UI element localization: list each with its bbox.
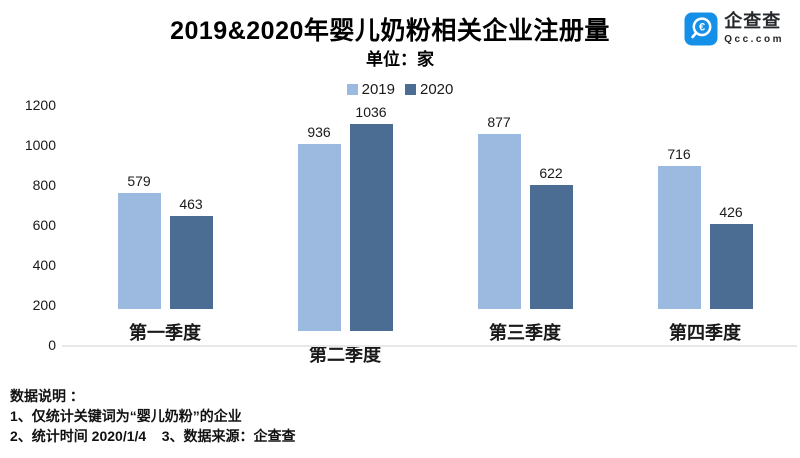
bar-value-label: 877 — [487, 113, 511, 130]
qcc-magnifier-icon: € — [684, 12, 718, 51]
legend-item-2020: 2020 — [405, 81, 453, 98]
bar-2019 — [477, 133, 521, 309]
bar-2020 — [709, 223, 753, 309]
x-category-label: 第三季度 — [489, 323, 561, 343]
bar-group: 877 622 第三季度 — [435, 105, 615, 345]
bar-2020 — [529, 184, 573, 309]
y-axis: 0 200 400 600 800 1000 1200 — [0, 98, 56, 352]
bar-group: 579 463 第一季度 — [75, 105, 255, 345]
bar-value-label: 463 — [179, 196, 203, 213]
bar-2019 — [117, 193, 161, 309]
bar-column-2019: 579 — [117, 105, 161, 309]
legend: 2019 2020 — [0, 81, 800, 98]
bar-column-2019: 877 — [477, 105, 521, 309]
bar-2020 — [349, 124, 393, 332]
y-tick-label: 400 — [32, 257, 56, 273]
qcc-brand-name: 企查查 — [724, 11, 782, 31]
y-tick-label: 200 — [32, 297, 56, 313]
bar-column-2019: 716 — [657, 105, 701, 309]
bar-column-2019: 936 — [297, 105, 341, 332]
x-category-label: 第一季度 — [129, 323, 201, 343]
y-tick-label: 1000 — [24, 137, 56, 153]
bar-value-label: 1036 — [355, 104, 387, 120]
x-category-label: 第二季度 — [309, 345, 381, 366]
chart-unit-label: 单位：家 — [366, 50, 434, 69]
legend-swatch-2020 — [405, 84, 416, 95]
x-category-label: 第四季度 — [669, 323, 741, 343]
plot-slots: 579 463 第一季度 936 1036 第二季度 877 622 第三季度 716 426 第四季… — [75, 104, 795, 365]
bar-pair: 936 1036 — [297, 104, 393, 332]
bar-value-label: 716 — [667, 145, 691, 162]
legend-item-2019: 2019 — [346, 81, 395, 98]
bar-pair: 716 426 — [657, 105, 753, 309]
bar-group: 716 426 第四季度 — [615, 105, 795, 345]
legend-swatch-2019 — [346, 84, 358, 95]
data-notes: 数据说明 ： 1、仅统计关键词为“婴儿奶粉”的企业 2、统计时间 2020/1/… — [10, 386, 296, 446]
x-axis-baseline — [62, 345, 797, 347]
bar-value-label: 426 — [719, 203, 743, 220]
bar-column-2020: 426 — [709, 105, 753, 309]
y-tick-label: 0 — [48, 337, 56, 353]
bar-group: 936 1036 第二季度 — [255, 104, 435, 365]
bar-pair: 877 622 — [477, 105, 573, 309]
qcc-logo-text: 企查查 Qcc.com — [724, 12, 784, 45]
bar-value-label: 622 — [539, 164, 563, 181]
note-line-2: 2、统计时间 2020/1/4 3、数据来源：企查查 — [10, 428, 296, 444]
bar-value-label: 579 — [127, 173, 151, 190]
y-tick-label: 600 — [32, 217, 56, 233]
bar-2020 — [169, 216, 213, 309]
qcc-domain: Qcc.com — [724, 34, 784, 45]
bar-2019 — [297, 144, 341, 332]
note-title: 数据说明 ： — [10, 388, 84, 404]
svg-text:€: € — [699, 22, 705, 34]
plot-area: 579 463 第一季度 936 1036 第二季度 877 622 第三季度 716 426 第四季… — [62, 104, 797, 365]
note-line-1: 1、仅统计关键词为“婴儿奶粉”的企业 — [10, 408, 242, 424]
bar-column-2020: 622 — [529, 105, 573, 309]
y-tick-label: 1200 — [24, 97, 56, 113]
chart-title: 2019&2020年婴儿奶粉相关企业注册量 — [170, 17, 610, 45]
legend-label-2019: 2019 — [361, 81, 395, 98]
y-tick-label: 800 — [32, 177, 56, 193]
qcc-logo: € 企查查 Qcc.com — [684, 12, 784, 51]
bar-column-2020: 463 — [169, 105, 213, 309]
bar-value-label: 936 — [307, 124, 331, 140]
legend-label-2020: 2020 — [420, 81, 454, 98]
bar-pair: 579 463 — [117, 105, 213, 309]
bar-column-2020: 1036 — [349, 104, 393, 332]
bar-2019 — [657, 165, 701, 309]
